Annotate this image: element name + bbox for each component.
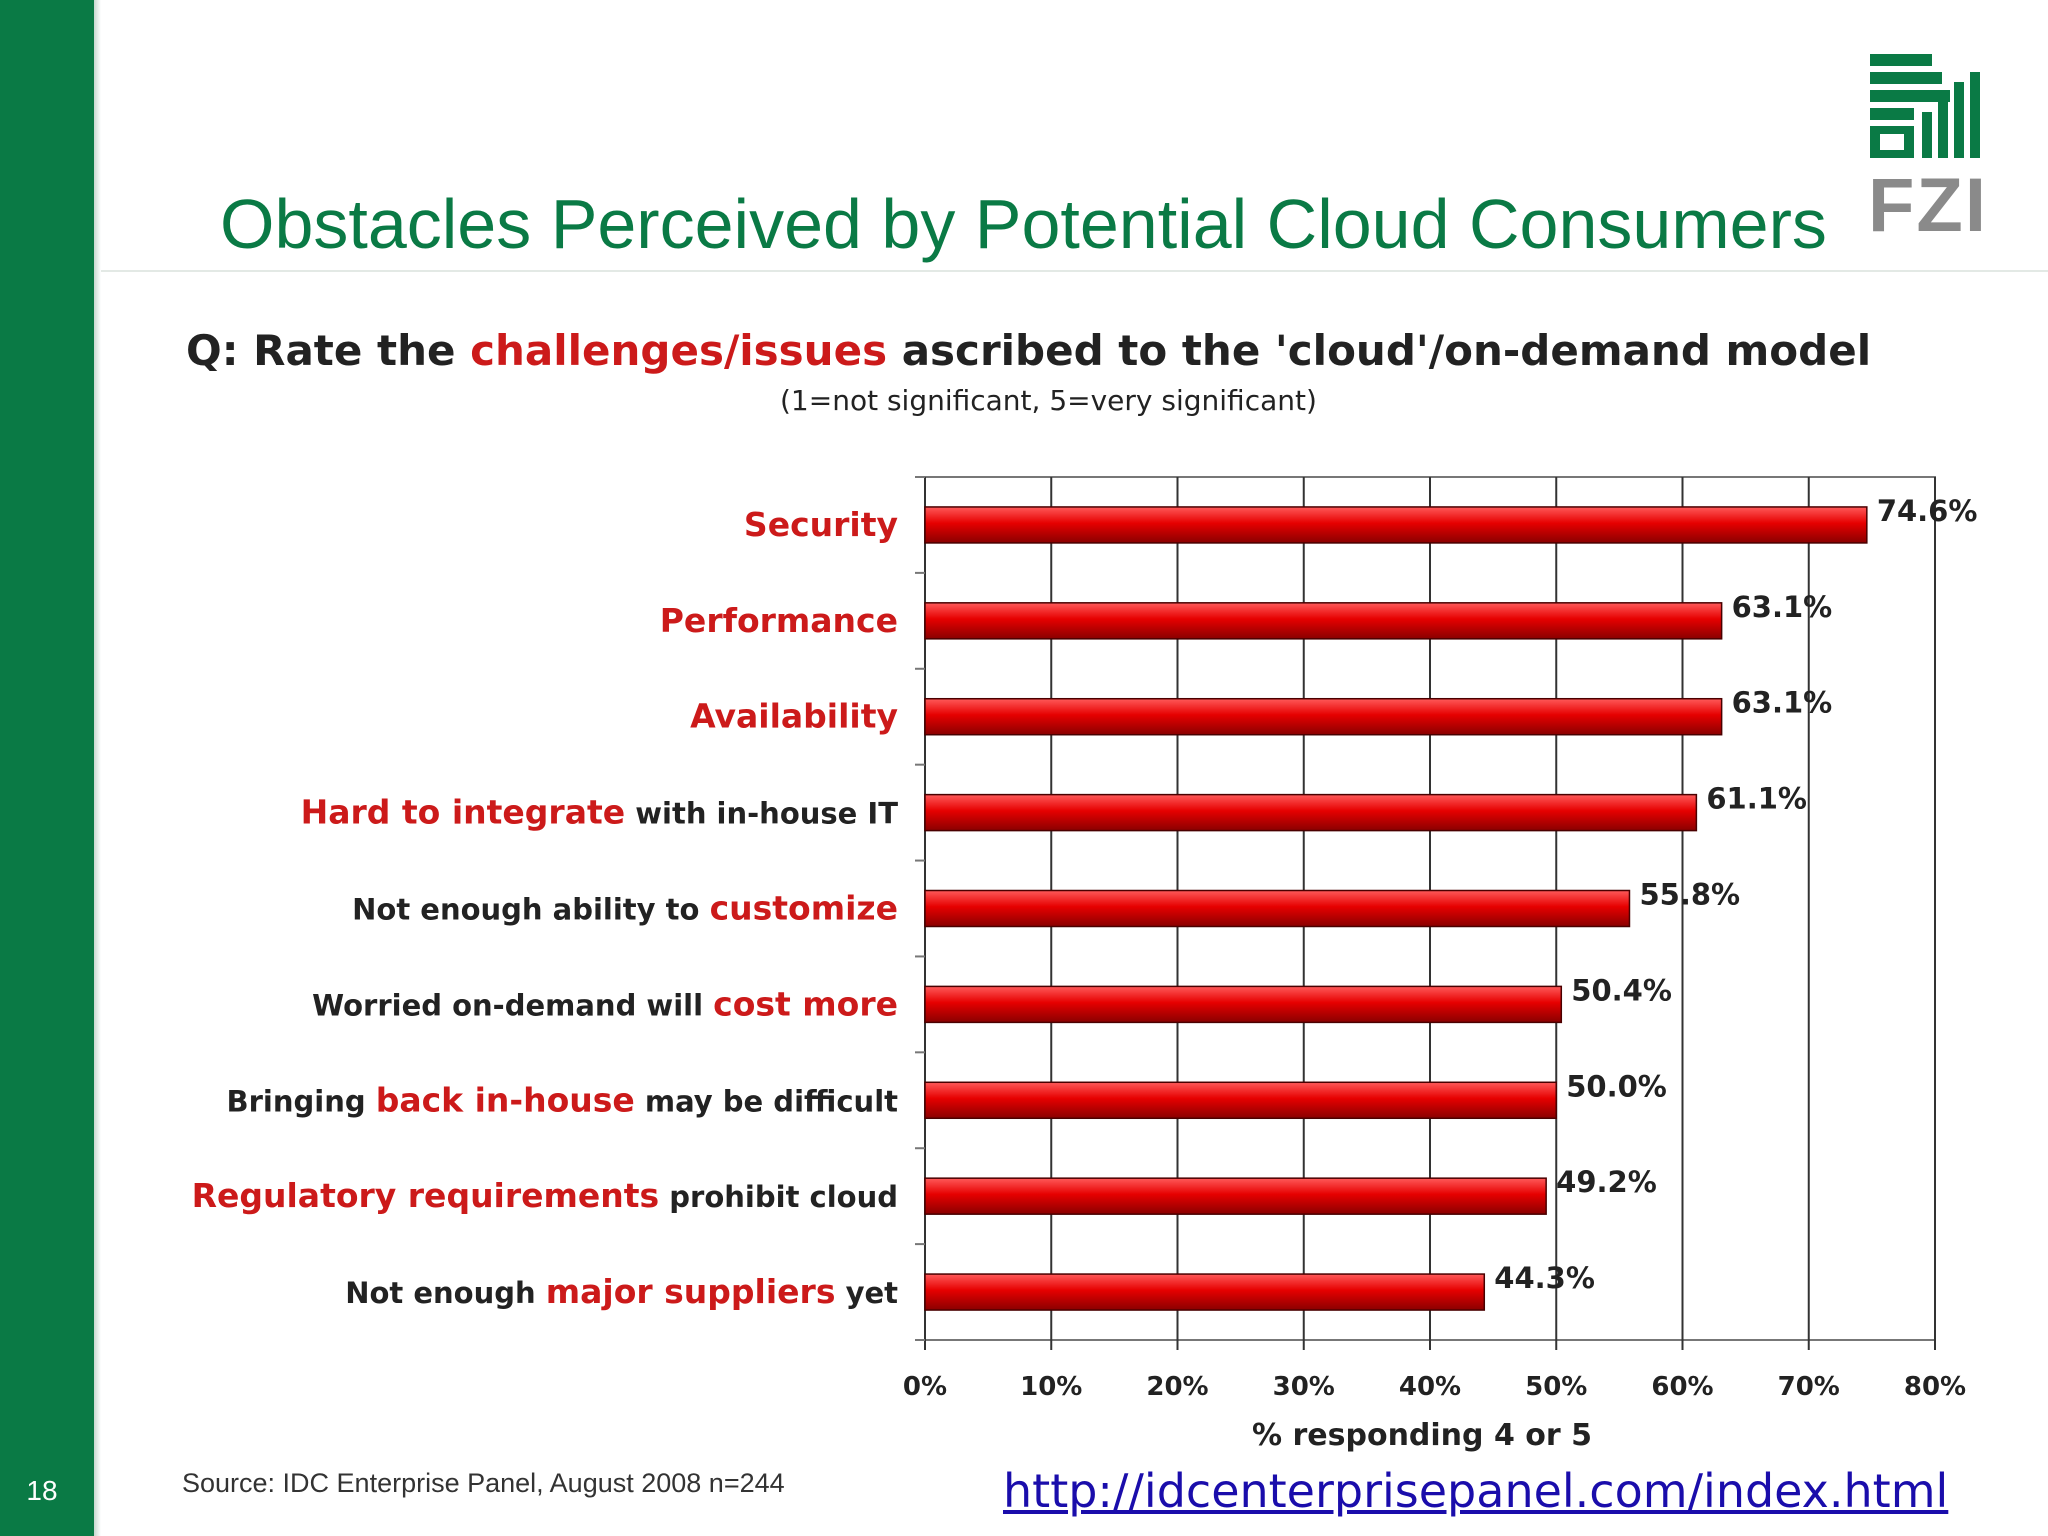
category-label: Hard to integrate with in-house IT [301, 793, 899, 832]
bar-value-label: 74.6% [1877, 494, 1978, 528]
bar [924, 1177, 1547, 1215]
bar [924, 697, 1723, 736]
sidebar-shadow [94, 0, 101, 1536]
bar-value-label: 63.1% [1732, 590, 1833, 624]
category-label-text: Not enough [345, 1276, 546, 1310]
x-tick-label: 30% [1273, 1372, 1335, 1402]
category-label: Regulatory requirements prohibit cloud [192, 1176, 898, 1215]
category-label-highlight: Hard to integrate [301, 793, 626, 832]
category-label-highlight: cost more [713, 984, 898, 1023]
category-label-highlight: Availability [690, 697, 898, 736]
x-tick-label: 80% [1904, 1372, 1966, 1402]
x-tick-label: 50% [1525, 1372, 1587, 1402]
category-label-text: Not enough ability to [352, 893, 709, 927]
source-link[interactable]: http://idcenterprisepanel.com/index.html [1003, 1464, 1949, 1518]
chart-bars [924, 506, 1868, 1311]
x-tick-label: 0% [903, 1372, 947, 1402]
category-label-text: with in-house IT [625, 797, 898, 831]
category-label-highlight: back in-house [376, 1080, 635, 1119]
chart-x-tick-labels: 0% 10% 20% 30% 40% 50% 60% 70% 80% [903, 1372, 1966, 1402]
bar [924, 889, 1631, 928]
category-label-text: Worried on-demand will [312, 988, 713, 1022]
category-label-highlight: Regulatory requirements [192, 1176, 660, 1215]
category-label-highlight: customize [710, 889, 898, 928]
question-highlight: challenges/issues [470, 326, 888, 375]
x-tick-label: 20% [1146, 1372, 1208, 1402]
bar-value-label: 61.1% [1706, 782, 1807, 816]
chart-category-labels: Security Performance Availability Hard to i… [192, 505, 899, 1311]
question-prefix: Q: Rate the [186, 326, 471, 375]
question-scale-note: (1=not significant, 5=very significant) [780, 384, 1317, 417]
x-tick-label: 10% [1020, 1372, 1082, 1402]
x-axis-title: % responding 4 or 5 [1252, 1418, 1592, 1453]
x-tick-label: 40% [1399, 1372, 1461, 1402]
bar [924, 793, 1698, 832]
category-label-text: yet [835, 1276, 898, 1310]
category-label-highlight: Security [744, 505, 898, 544]
category-label: Not enough ability to customize [352, 889, 898, 928]
category-label: Bringing back in-house may be difficult [227, 1080, 899, 1119]
category-label-text: Bringing [227, 1084, 376, 1118]
chart-value-labels: 74.6% 63.1% 63.1% 61.1% 55.8% 50.4% 50.0% 49.2%… [1494, 494, 1977, 1295]
category-label: Not enough major suppliers yet [345, 1272, 898, 1311]
category-label-highlight: major suppliers [546, 1272, 836, 1311]
category-label-highlight: Performance [660, 601, 898, 640]
fzi-logo-icon [1870, 54, 1980, 158]
category-label-text: may be difficult [635, 1084, 898, 1118]
slide-sidebar [0, 0, 94, 1536]
category-label: Security [744, 505, 898, 544]
bar-value-label: 44.3% [1494, 1261, 1595, 1295]
bar [924, 506, 1868, 544]
chart-question: Q: Rate the challenges/issues ascribed t… [186, 326, 1871, 375]
bar-value-label: 55.8% [1639, 878, 1740, 912]
question-suffix: ascribed to the 'cloud'/on-demand model [887, 326, 1872, 375]
bar-value-label: 63.1% [1732, 686, 1833, 720]
bar-value-label: 50.0% [1566, 1069, 1667, 1103]
category-label: Worried on-demand will cost more [312, 984, 898, 1023]
category-label: Performance [660, 601, 898, 640]
slide-title: Obstacles Perceived by Potential Cloud C… [220, 185, 1827, 263]
x-tick-label: 70% [1778, 1372, 1840, 1402]
bar [924, 602, 1723, 640]
bar [924, 1081, 1557, 1120]
bar [924, 985, 1563, 1024]
category-label-text: prohibit cloud [659, 1180, 898, 1214]
bar-value-label: 49.2% [1556, 1165, 1657, 1199]
slide-number: 18 [26, 1475, 58, 1506]
category-label: Availability [690, 697, 898, 736]
logo-text: FZI [1868, 163, 1988, 248]
x-tick-label: 60% [1651, 1372, 1713, 1402]
source-note: Source: IDC Enterprise Panel, August 200… [182, 1468, 785, 1498]
bar-value-label: 50.4% [1571, 973, 1672, 1007]
title-divider [101, 270, 2048, 272]
bar [924, 1273, 1486, 1311]
